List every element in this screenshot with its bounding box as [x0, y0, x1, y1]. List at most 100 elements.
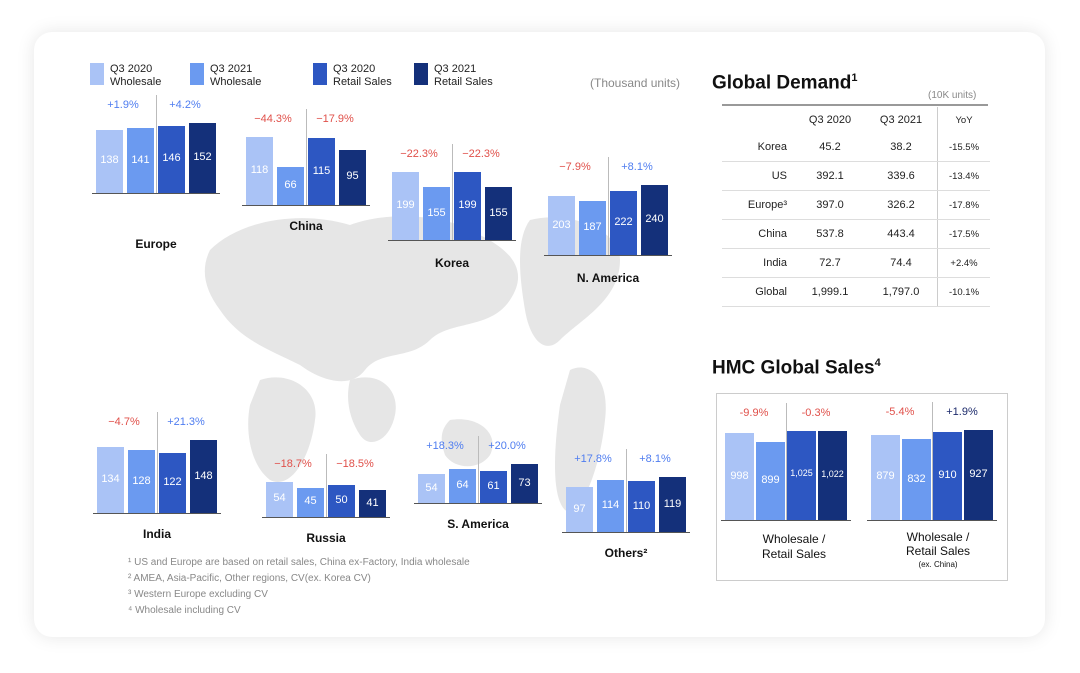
bar	[339, 149, 366, 205]
table-cell: 74.4	[865, 248, 938, 278]
bar	[454, 172, 481, 240]
legend-label: Retail Sales	[333, 76, 392, 88]
bar	[818, 431, 847, 520]
bar	[964, 430, 993, 520]
growth-label: −44.3%	[254, 112, 292, 125]
bar-value-label: 199	[458, 199, 477, 212]
group-divider	[478, 436, 479, 503]
region-label: N. America	[576, 271, 640, 285]
group-divider	[452, 144, 453, 240]
table-cell: -13.4%	[937, 161, 990, 191]
bar-value-label: 187	[583, 220, 602, 233]
bar	[308, 138, 335, 205]
bar	[610, 190, 637, 255]
baseline	[388, 240, 516, 241]
bar-value-label: 115	[312, 164, 331, 177]
table-cell: 537.8	[795, 219, 865, 249]
bar-value-label: 141	[131, 153, 150, 166]
bar	[449, 469, 476, 503]
bar-value-label: 927	[969, 468, 988, 481]
bar	[480, 470, 507, 503]
table-cell: Global	[722, 277, 795, 307]
table-row: US 392.1 339.6 -13.4%	[722, 161, 990, 191]
bar-value-label: 199	[396, 199, 415, 212]
bar	[787, 430, 816, 520]
group-divider	[306, 108, 307, 205]
baseline	[92, 193, 220, 194]
bar-value-label: 152	[193, 151, 212, 164]
table-row: Korea 45.2 38.2 -15.5%	[722, 133, 990, 162]
table-cell: US	[722, 161, 795, 191]
legend-label: Q3 2021	[434, 63, 477, 75]
bar	[597, 479, 624, 532]
table-header-row: Q3 2020 Q3 2021 YoY	[722, 107, 990, 133]
bar	[128, 450, 155, 513]
table-cell: 45.2	[795, 133, 865, 162]
bar-value-label: 910	[938, 468, 957, 481]
growth-label: −22.3%	[462, 148, 500, 161]
legend-label: Q3 2020	[110, 63, 153, 75]
bar	[902, 439, 931, 520]
legend-swatch	[90, 63, 104, 85]
table-cell: 443.4	[865, 219, 938, 249]
table-cell: China	[722, 219, 795, 249]
growth-label: +1.9%	[946, 406, 978, 419]
bar	[266, 481, 293, 517]
table-cell: -15.5%	[937, 133, 990, 162]
growth-label: -5.4%	[885, 406, 915, 419]
growth-label: +18.3%	[426, 440, 464, 453]
baseline	[242, 205, 370, 206]
bar-value-label: 54	[273, 492, 286, 505]
bar	[548, 196, 575, 255]
global-demand-title: Global Demand1	[712, 72, 858, 94]
bar-value-label: 148	[194, 469, 213, 482]
hmc-sales-title: HMC Global Sales4	[712, 357, 881, 379]
legend-swatch	[414, 63, 428, 85]
bar	[756, 441, 785, 520]
legend-label: Q3 2020	[333, 63, 376, 75]
table-cell: Korea	[722, 133, 795, 162]
table-cell: India	[722, 248, 795, 278]
table-header-cell: YoY	[937, 107, 990, 133]
growth-label: −18.5%	[336, 457, 374, 470]
bar	[933, 431, 962, 520]
bar	[159, 453, 186, 513]
growth-label: +17.8%	[574, 453, 612, 466]
baseline	[867, 520, 997, 521]
legend-swatch	[190, 63, 204, 85]
table-header-cell: Q3 2021	[879, 114, 923, 126]
bar-value-label: 119	[663, 497, 682, 510]
table-cell: -17.8%	[937, 190, 990, 220]
group-divider	[157, 412, 158, 513]
growth-label: -0.3%	[801, 406, 831, 419]
bar	[328, 484, 355, 517]
baseline	[562, 532, 690, 533]
bar	[190, 440, 217, 513]
growth-label: +4.2%	[169, 99, 201, 112]
bar-value-label: 64	[456, 479, 469, 492]
bar-value-label: 73	[518, 476, 531, 489]
bar-value-label: 155	[489, 206, 508, 219]
growth-label: +20.0%	[488, 440, 526, 453]
bar	[277, 166, 304, 205]
bar	[97, 447, 124, 513]
bar	[423, 187, 450, 240]
bar	[579, 200, 606, 255]
bar-value-label: 240	[645, 213, 664, 226]
global-demand-table: Q3 2020 Q3 2021 YoY Korea 45.2 38.2 -15.5% U…	[722, 107, 990, 307]
table-cell: 72.7	[795, 248, 865, 278]
legend-swatch	[313, 63, 327, 85]
legend-label: Wholesale	[210, 76, 262, 88]
bar-value-label: 203	[552, 218, 571, 231]
table-cell: 326.2	[865, 190, 938, 220]
bar	[566, 487, 593, 532]
bar-value-label: 97	[573, 502, 586, 515]
table-cell: 1,999.1	[795, 277, 865, 307]
legend-item-q3-2020-retail: Q3 2020 Retail Sales	[313, 63, 392, 89]
baseline	[262, 517, 390, 518]
table-row: China 537.8 443.4 -17.5%	[722, 219, 990, 249]
bar	[392, 172, 419, 240]
table-cell: 1,797.0	[865, 277, 938, 307]
legend-item-q3-2020-wholesale: Q3 2020 Wholesale	[90, 63, 161, 89]
group-divider	[156, 95, 157, 193]
